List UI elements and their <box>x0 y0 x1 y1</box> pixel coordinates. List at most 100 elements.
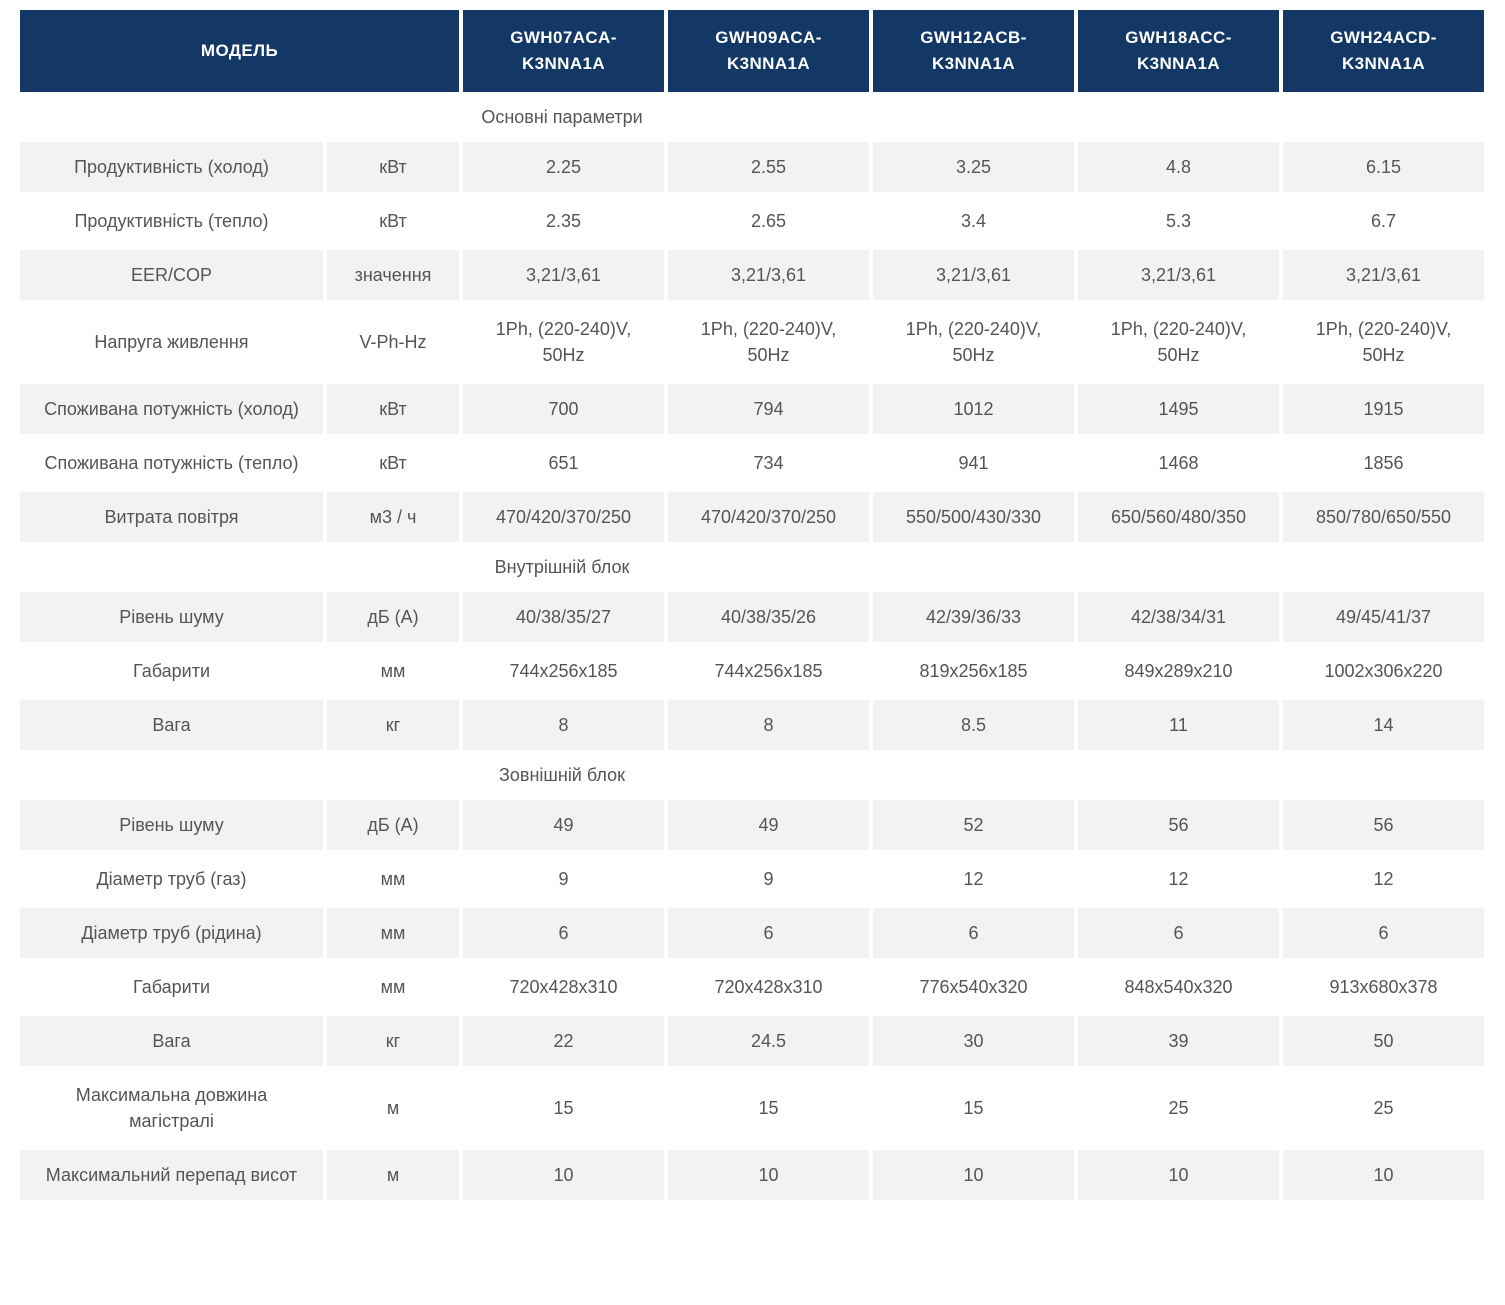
param-row: Вага кг 8 8 8.5 11 14 <box>20 700 1485 750</box>
param-value-cell: 6 <box>668 908 870 958</box>
param-row: Габарити мм 720x428x310 720x428x310 776x540x… <box>20 962 1485 1012</box>
param-value-cell: 4.8 <box>1078 142 1280 192</box>
param-unit-cell: мм <box>327 646 460 696</box>
param-value-cell: 10 <box>1283 1150 1485 1200</box>
param-name-cell: Діаметр труб (рідина) <box>20 908 323 958</box>
param-unit-cell: мм <box>327 854 460 904</box>
param-value-cell: 819x256x185 <box>873 646 1075 696</box>
param-value-cell: 3,21/3,61 <box>463 250 665 300</box>
model-name-line: GWH07ACA- <box>510 28 617 47</box>
param-value-cell: 1856 <box>1283 438 1485 488</box>
section-title-row: Внутрішній блок <box>20 546 1485 588</box>
param-unit-cell: кВт <box>327 384 460 434</box>
param-value-cell: 1Ph, (220-240)V, 50Hz <box>1283 304 1485 380</box>
param-value-cell: 49/45/41/37 <box>1283 592 1485 642</box>
param-value-cell: 42/38/34/31 <box>1078 592 1280 642</box>
param-value-cell: 941 <box>873 438 1075 488</box>
param-name-cell: Вага <box>20 700 323 750</box>
param-value-cell: 1Ph, (220-240)V, 50Hz <box>463 304 665 380</box>
param-unit-cell: кВт <box>327 196 460 246</box>
param-name-cell: Габарити <box>20 962 323 1012</box>
param-value-cell: 9 <box>668 854 870 904</box>
model-name-line: GWH18ACC- <box>1125 28 1232 47</box>
param-unit-cell: мм <box>327 908 460 958</box>
param-value-cell: 2.25 <box>463 142 665 192</box>
param-unit-cell: кг <box>327 700 460 750</box>
param-value-cell: 3.25 <box>873 142 1075 192</box>
param-value-cell: 10 <box>873 1150 1075 1200</box>
param-name-cell: Продуктивність (холод) <box>20 142 323 192</box>
param-value-cell: 470/420/370/250 <box>463 492 665 542</box>
model-name-line: GWH24ACD- <box>1330 28 1437 47</box>
param-name-cell: Максимальна довжина магістралі <box>20 1070 323 1146</box>
param-value-cell: 12 <box>873 854 1075 904</box>
param-unit-cell: V-Ph-Hz <box>327 304 460 380</box>
param-value-cell: 1Ph, (220-240)V, 50Hz <box>1078 304 1280 380</box>
param-value-cell: 12 <box>1078 854 1280 904</box>
param-value-cell: 744x256x185 <box>668 646 870 696</box>
model-name-line: GWH09ACA- <box>715 28 822 47</box>
param-value-cell: 1468 <box>1078 438 1280 488</box>
param-name-cell: Витрата повітря <box>20 492 323 542</box>
param-unit-cell: дБ (А) <box>327 800 460 850</box>
spec-table: МОДЕЛЬ GWH07ACA- K3NNA1A GWH09ACA- K3NNA1A G… <box>16 6 1488 1204</box>
param-value-cell: 24.5 <box>668 1016 870 1066</box>
model-name-line: K3NNA1A <box>521 54 606 73</box>
param-value-cell: 6 <box>463 908 665 958</box>
param-value-cell: 50 <box>1283 1016 1485 1066</box>
param-value-cell: 52 <box>873 800 1075 850</box>
param-name-cell: Габарити <box>20 646 323 696</box>
param-value-cell: 22 <box>463 1016 665 1066</box>
param-value-cell: 42/39/36/33 <box>873 592 1075 642</box>
param-value-cell: 470/420/370/250 <box>668 492 870 542</box>
param-value-cell: 6 <box>1078 908 1280 958</box>
model-header-cell: GWH09ACA- K3NNA1A <box>668 10 870 92</box>
param-unit-cell: м <box>327 1070 460 1146</box>
param-row: Вага кг 22 24.5 30 39 50 <box>20 1016 1485 1066</box>
param-row: Продуктивність (холод) кВт 2.25 2.55 3.25 4.8… <box>20 142 1485 192</box>
param-name-cell: Продуктивність (тепло) <box>20 196 323 246</box>
param-value-cell: 2.65 <box>668 196 870 246</box>
param-value-cell: 3,21/3,61 <box>668 250 870 300</box>
param-value-cell: 8.5 <box>873 700 1075 750</box>
section-title: Внутрішній блок <box>20 546 1485 588</box>
param-value-cell: 3,21/3,61 <box>1283 250 1485 300</box>
model-name-line: K3NNA1A <box>931 54 1016 73</box>
param-unit-cell: кг <box>327 1016 460 1066</box>
param-name-cell: Рівень шуму <box>20 592 323 642</box>
param-value-cell: 49 <box>463 800 665 850</box>
param-value-cell: 550/500/430/330 <box>873 492 1075 542</box>
param-unit-cell: дБ (А) <box>327 592 460 642</box>
param-value-cell: 848x540x320 <box>1078 962 1280 1012</box>
param-value-cell: 849x289x210 <box>1078 646 1280 696</box>
param-value-cell: 2.35 <box>463 196 665 246</box>
param-value-cell: 913x680x378 <box>1283 962 1485 1012</box>
param-value-cell: 40/38/35/26 <box>668 592 870 642</box>
param-value-cell: 12 <box>1283 854 1485 904</box>
param-unit-cell: м <box>327 1150 460 1200</box>
param-name-cell: Споживана потужність (тепло) <box>20 438 323 488</box>
model-header-cell: GWH18ACC- K3NNA1A <box>1078 10 1280 92</box>
param-value-cell: 10 <box>1078 1150 1280 1200</box>
param-value-cell: 776x540x320 <box>873 962 1075 1012</box>
param-row: Діаметр труб (газ) мм 9 9 12 12 12 <box>20 854 1485 904</box>
param-value-cell: 6.7 <box>1283 196 1485 246</box>
param-value-cell: 10 <box>668 1150 870 1200</box>
param-row: Споживана потужність (тепло) кВт 651 734 941… <box>20 438 1485 488</box>
param-unit-cell: кВт <box>327 142 460 192</box>
param-value-cell: 1915 <box>1283 384 1485 434</box>
param-unit-cell: кВт <box>327 438 460 488</box>
param-value-cell: 8 <box>668 700 870 750</box>
param-value-cell: 9 <box>463 854 665 904</box>
param-value-cell: 3,21/3,61 <box>1078 250 1280 300</box>
param-row: Рівень шуму дБ (А) 40/38/35/27 40/38/35/26 4… <box>20 592 1485 642</box>
param-name-cell: Рівень шуму <box>20 800 323 850</box>
section-title-row: Основні параметри <box>20 96 1485 138</box>
param-unit-cell: значення <box>327 250 460 300</box>
param-value-cell: 3.4 <box>873 196 1075 246</box>
param-value-cell: 3,21/3,61 <box>873 250 1075 300</box>
param-row: EER/COP значення 3,21/3,61 3,21/3,61 3,21/3,… <box>20 250 1485 300</box>
param-value-cell: 10 <box>463 1150 665 1200</box>
section-title: Основні параметри <box>20 96 1485 138</box>
param-value-cell: 8 <box>463 700 665 750</box>
